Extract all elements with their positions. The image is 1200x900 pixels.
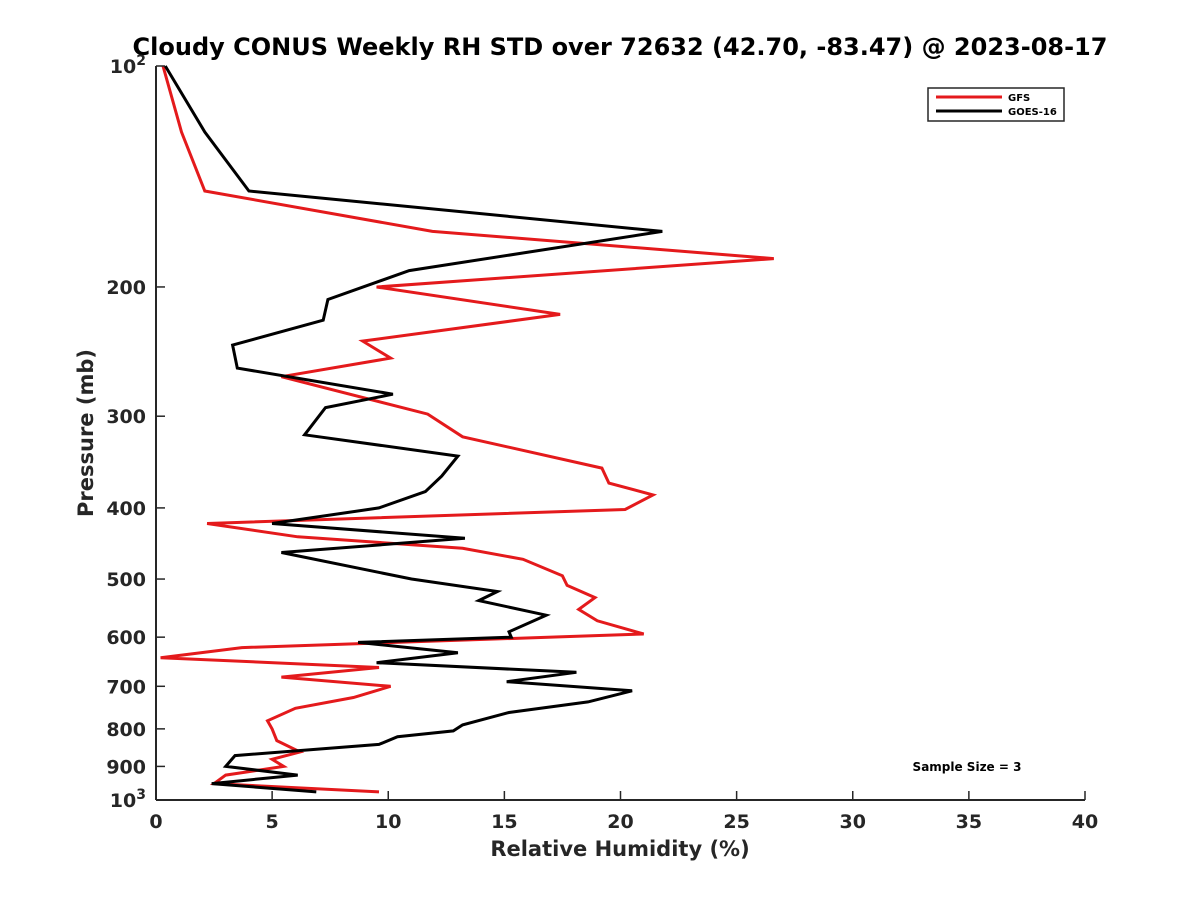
x-ticks: 0 5 10 15 20 25 30 35 40 — [149, 791, 1098, 833]
y-tick-label: 700 — [106, 676, 146, 698]
y-tick-label: 300 — [106, 406, 146, 428]
x-tick-label: 25 — [723, 811, 749, 833]
x-tick-label: 35 — [956, 811, 982, 833]
y-axis-label: Pressure (mb) — [74, 349, 98, 517]
y-tick-label: 500 — [106, 569, 146, 591]
y-tick-label: 103 — [110, 787, 146, 812]
y-tick-label: 200 — [106, 277, 146, 299]
x-tick-label: 20 — [607, 811, 633, 833]
chart-title: Cloudy CONUS Weekly RH STD over 72632 (4… — [133, 33, 1108, 61]
legend: GFS GOES-16 — [927, 87, 1065, 122]
x-tick-label: 0 — [149, 811, 162, 833]
series-line-goes16 — [164, 65, 663, 794]
y-tick-exponent: 2 — [136, 53, 146, 69]
y-tick-base: 10 — [110, 790, 136, 812]
y-tick-label: 800 — [106, 719, 146, 741]
x-tick-label: 40 — [1072, 811, 1098, 833]
series-line-gfs — [160, 65, 774, 794]
legend-box — [927, 87, 1065, 122]
legend-label-gfs: GFS — [1008, 93, 1030, 104]
y-tick-exponent: 3 — [136, 787, 146, 803]
y-tick-base: 10 — [110, 56, 136, 78]
x-tick-label: 5 — [266, 811, 279, 833]
y-tick-label: 102 — [110, 53, 146, 78]
x-tick-label: 30 — [840, 811, 866, 833]
plot-area: 0 5 10 15 20 25 30 35 40 10220030040050060070080… — [106, 53, 1098, 833]
x-tick-label: 10 — [375, 811, 401, 833]
y-tick-label: 900 — [106, 756, 146, 778]
y-tick-label: 600 — [106, 627, 146, 649]
legend-label-goes16: GOES-16 — [1008, 107, 1057, 118]
sample-size-annotation: Sample Size = 3 — [913, 760, 1022, 774]
x-axis-label: Relative Humidity (%) — [490, 837, 749, 861]
series-layer — [160, 65, 774, 794]
x-tick-label: 15 — [491, 811, 517, 833]
y-tick-label: 400 — [106, 498, 146, 520]
